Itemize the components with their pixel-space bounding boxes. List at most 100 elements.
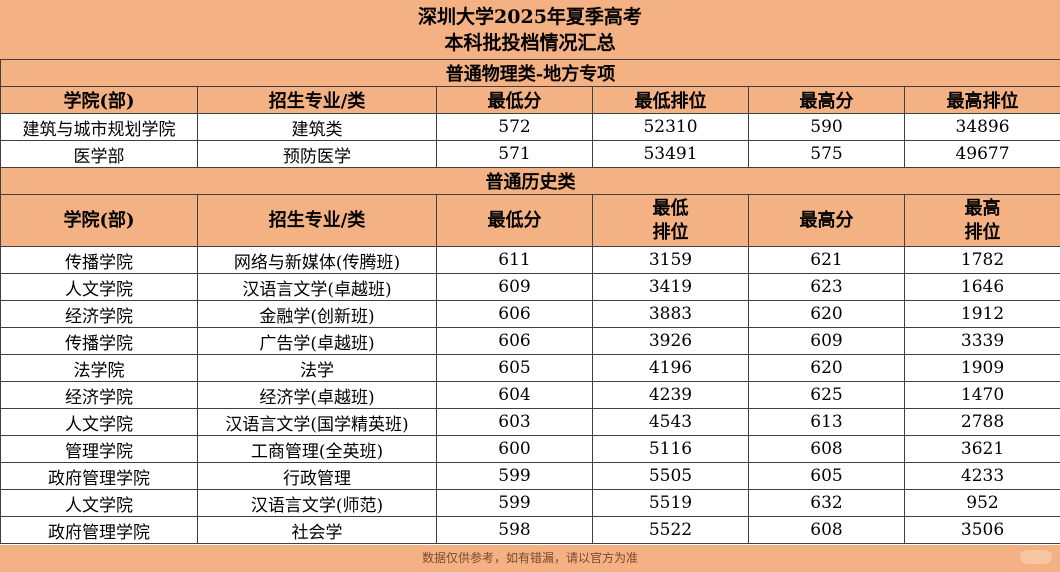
table-cell: 政府管理学院 [0,516,198,544]
table-cell: 医学部 [0,140,198,168]
table-cell: 3506 [903,516,1060,544]
column-header: 最高分 [748,194,905,247]
table-cell: 34896 [903,113,1060,141]
table-cell: 行政管理 [197,462,437,490]
table-row: 经济学院 金融学(创新班) 606 3883 620 1912 [0,300,1060,328]
table-cell: 620 [748,300,905,328]
title-line-2: 本科批投档情况汇总 [444,32,616,54]
table-row: 政府管理学院 社会学 598 5522 608 3506 [0,516,1060,544]
table-row: 建筑与城市规划学院 建筑类 572 52310 590 34896 [0,113,1060,141]
table-cell: 3926 [592,327,749,355]
table-cell: 605 [748,462,905,490]
table-cell: 汉语言文学(师范) [197,489,437,517]
column-header: 最低分 [436,86,593,114]
table-cell: 预防医学 [197,140,437,168]
table-row: 人文学院 汉语言文学(师范) 599 5519 632 952 [0,489,1060,517]
column-header: 学院(部) [0,194,198,247]
table-cell: 606 [436,300,593,328]
table-cell: 汉语言文学(国学精英班) [197,408,437,436]
header-row: 学院(部) 招生专业/类 最低分 最低 排位 最高分 最高 排位 [0,194,1060,247]
table-cell: 4543 [592,408,749,436]
table-cell: 605 [436,354,593,382]
table-cell: 经济学(卓越班) [197,381,437,409]
table-cell: 网络与新媒体(传腾班) [197,246,437,274]
section-row: 普通物理类-地方专项 [0,59,1060,87]
table-cell: 49677 [903,140,1060,168]
table-cell: 经济学院 [0,300,198,328]
table-cell: 建筑类 [197,113,437,141]
table-cell: 590 [748,113,905,141]
table-cell: 598 [436,516,593,544]
table-cell: 5522 [592,516,749,544]
table-cell: 599 [436,489,593,517]
table-cell: 625 [748,381,905,409]
table-row: 政府管理学院 行政管理 599 5505 605 4233 [0,462,1060,490]
table-cell: 1909 [903,354,1060,382]
table-cell: 4233 [903,462,1060,490]
table-cell: 1646 [903,273,1060,301]
column-header: 招生专业/类 [197,86,437,114]
table-cell: 广告学(卓越班) [197,327,437,355]
table-cell: 人文学院 [0,489,198,517]
section-title: 普通历史类 [0,167,1060,195]
table-cell: 4239 [592,381,749,409]
table-cell: 52310 [592,113,749,141]
table-cell: 5116 [592,435,749,463]
table-cell: 管理学院 [0,435,198,463]
table-row: 人文学院 汉语言文学(国学精英班) 603 4543 613 2788 [0,408,1060,436]
table-cell: 工商管理(全英班) [197,435,437,463]
table-row: 经济学院 经济学(卓越班) 604 4239 625 1470 [0,381,1060,409]
table-row: 人文学院 汉语言文学(卓越班) 609 3419 623 1646 [0,273,1060,301]
table-cell: 人文学院 [0,408,198,436]
table-cell: 4196 [592,354,749,382]
column-header: 最高 排位 [903,194,1060,247]
table-cell: 611 [436,246,593,274]
table-cell: 金融学(创新班) [197,300,437,328]
table-cell: 3339 [903,327,1060,355]
table-cell: 人文学院 [0,273,198,301]
table-cell: 3883 [592,300,749,328]
table-cell: 1470 [903,381,1060,409]
table-cell: 599 [436,462,593,490]
table-cell: 608 [748,516,905,544]
header-row: 学院(部) 招生专业/类 最低分 最低排位 最高分 最高排位 [0,86,1060,114]
title-banner: 深圳大学2025年夏季高考 本科批投档情况汇总 [0,0,1060,59]
table-cell: 3621 [903,435,1060,463]
table-cell: 600 [436,435,593,463]
table-cell: 法学院 [0,354,198,382]
watermark-logo [1020,550,1052,564]
table-cell: 传播学院 [0,246,198,274]
table-row: 管理学院 工商管理(全英班) 600 5116 608 3621 [0,435,1060,463]
table-row: 传播学院 广告学(卓越班) 606 3926 609 3339 [0,327,1060,355]
column-header: 学院(部) [0,86,198,114]
column-header: 最低 排位 [592,194,749,247]
column-header: 最高分 [748,86,905,114]
table-cell: 3159 [592,246,749,274]
table-cell: 575 [748,140,905,168]
column-header: 招生专业/类 [197,194,437,247]
table-cell: 政府管理学院 [0,462,198,490]
table-cell: 3419 [592,273,749,301]
table-cell: 609 [436,273,593,301]
table-cell: 572 [436,113,593,141]
table-cell: 5519 [592,489,749,517]
table-cell: 53491 [592,140,749,168]
table-cell: 606 [436,327,593,355]
table-cell: 经济学院 [0,381,198,409]
table-cell: 623 [748,273,905,301]
table-cell: 952 [903,489,1060,517]
table-row: 法学院 法学 605 4196 620 1909 [0,354,1060,382]
section-title: 普通物理类-地方专项 [0,59,1060,87]
table-cell: 汉语言文学(卓越班) [197,273,437,301]
table-cell: 1912 [903,300,1060,328]
table-cell: 法学 [197,354,437,382]
table-cell: 571 [436,140,593,168]
footer-disclaimer: 数据仅供参考，如有错漏，请以官方为准 [0,545,1060,572]
column-header: 最低分 [436,194,593,247]
table-cell: 5505 [592,462,749,490]
table-cell: 604 [436,381,593,409]
table-cell: 620 [748,354,905,382]
table-cell: 621 [748,246,905,274]
table-cell: 传播学院 [0,327,198,355]
table-cell: 603 [436,408,593,436]
